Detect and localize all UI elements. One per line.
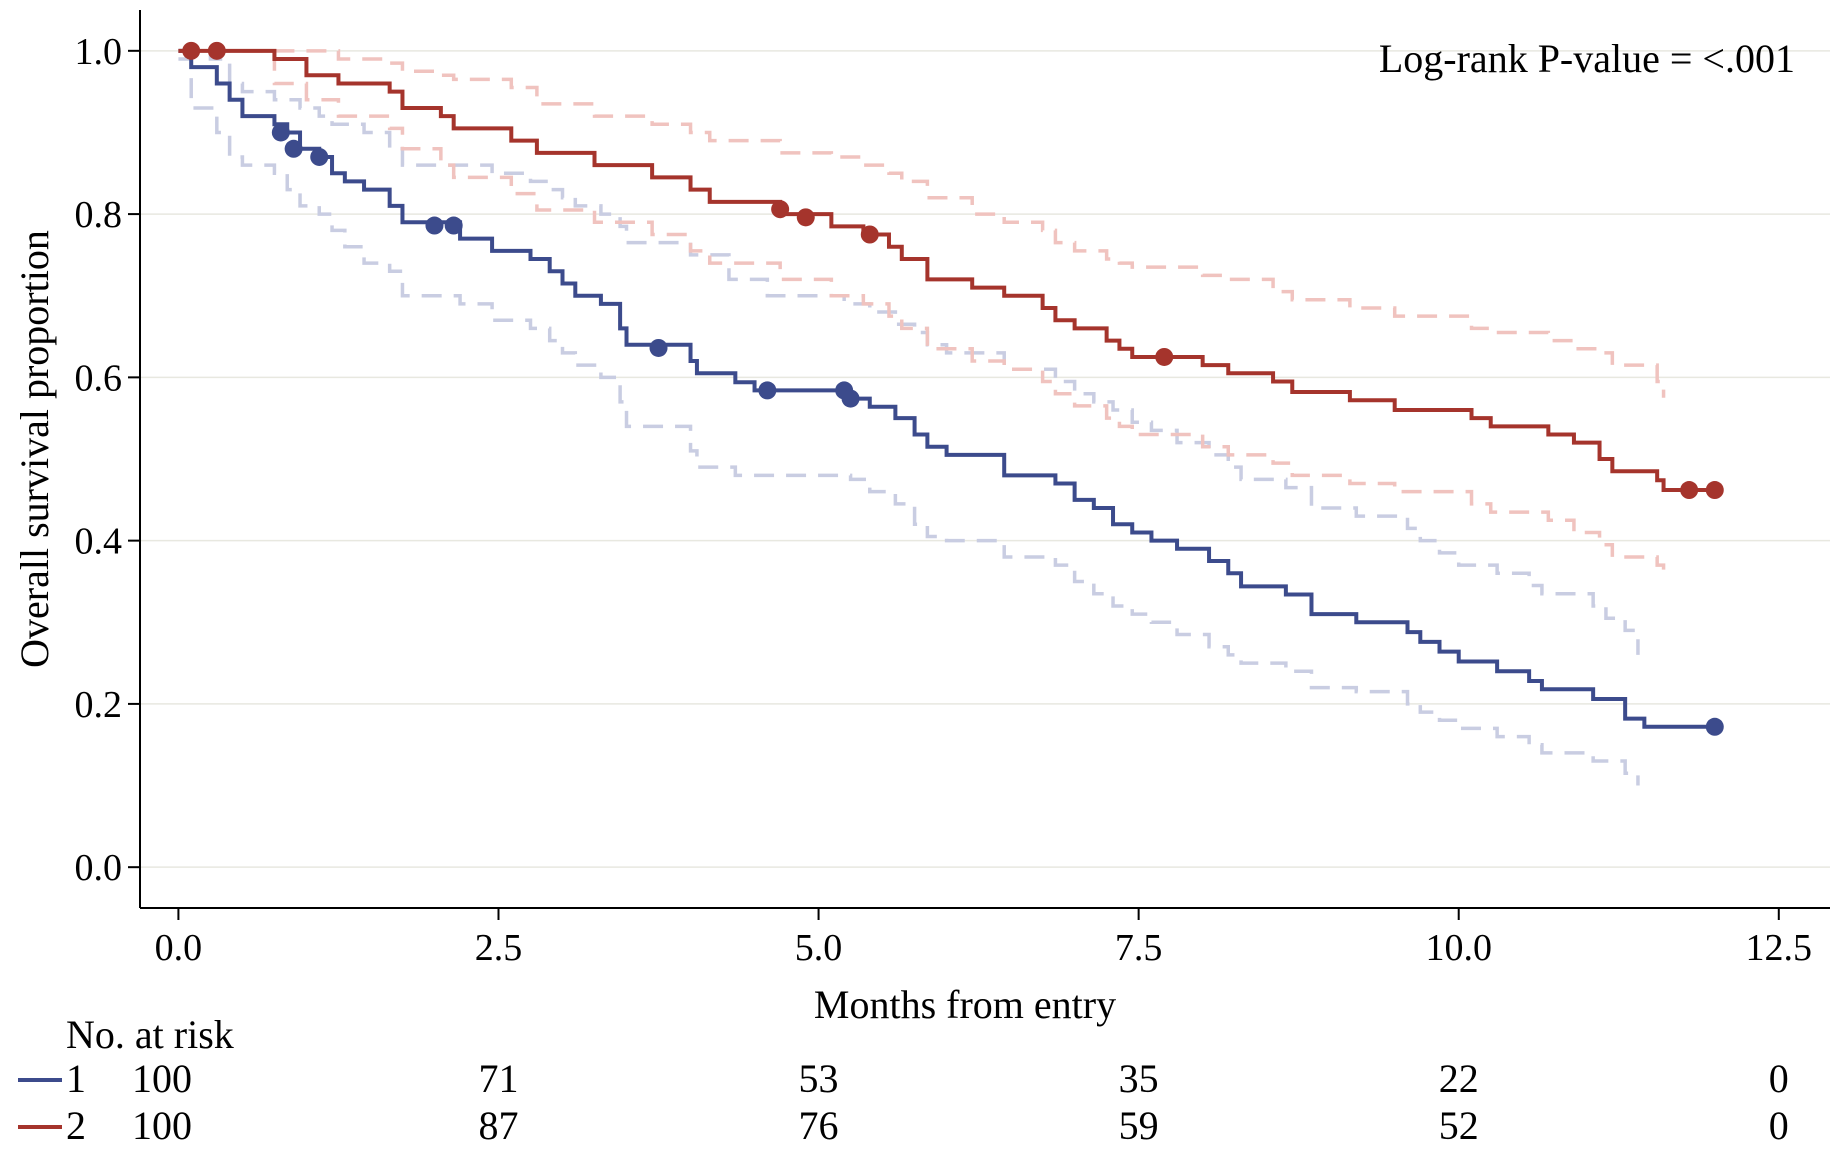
log-rank-annotation: Log-rank P-value = <.001 — [1379, 36, 1795, 81]
ci-upper-group-2 — [178, 49, 1666, 398]
censor-mark-group-1-3 — [425, 216, 444, 235]
censor-mark-group-2-1 — [207, 41, 226, 60]
risk-count-group-1-5: 0 — [1769, 1056, 1789, 1101]
censor-mark-group-2-6 — [1680, 481, 1699, 500]
censor-mark-group-1-0 — [271, 123, 290, 142]
x-tick-label-0: 0.0 — [155, 927, 203, 969]
survival-curve-group-2 — [178, 48, 1715, 493]
x-tick-label-1: 2.5 — [475, 927, 523, 969]
risk-count-group-1-4: 22 — [1439, 1056, 1479, 1101]
risk-group-label-1: 1 — [66, 1056, 86, 1101]
censor-mark-group-1-8 — [841, 389, 860, 408]
risk-count-group-2-4: 52 — [1439, 1103, 1479, 1148]
axes — [139, 10, 1830, 909]
y-tick-label-0: 0.0 — [75, 847, 123, 889]
censor-mark-group-1-6 — [758, 381, 777, 400]
risk-count-group-2-3: 59 — [1119, 1103, 1159, 1148]
risk-count-group-1-1: 71 — [478, 1056, 518, 1101]
risk-table-title: No. at risk — [66, 1012, 234, 1057]
censor-mark-group-2-3 — [796, 208, 815, 227]
risk-table: 1 100 71 53 35 22 0 2 100 87 76 59 52 0 — [18, 1056, 1789, 1148]
censor-mark-group-1-4 — [444, 216, 463, 235]
x-axis-label: Months from entry — [814, 982, 1116, 1027]
confidence-bands — [178, 49, 1666, 786]
risk-count-group-2-0: 100 — [132, 1103, 192, 1148]
risk-group-label-2: 2 — [66, 1103, 86, 1148]
censor-mark-group-2-4 — [860, 225, 879, 244]
censor-marks — [182, 41, 1724, 736]
risk-count-group-1-0: 100 — [132, 1056, 192, 1101]
risk-count-group-1-3: 35 — [1119, 1056, 1159, 1101]
risk-count-group-1-2: 53 — [799, 1056, 839, 1101]
censor-mark-group-2-7 — [1705, 481, 1724, 500]
y-tick-label-2: 0.4 — [75, 521, 123, 563]
censor-mark-group-2-0 — [182, 41, 201, 60]
y-tick-label-4: 0.8 — [75, 194, 123, 236]
y-tick-label-1: 0.2 — [75, 684, 123, 726]
y-axis-label: Overall survival proportion — [12, 230, 57, 668]
survival-curves — [178, 48, 1715, 729]
risk-count-group-2-2: 76 — [799, 1103, 839, 1148]
grid-layer — [140, 50, 1830, 868]
risk-count-group-2-1: 87 — [478, 1103, 518, 1148]
x-tick-label-3: 7.5 — [1115, 927, 1163, 969]
censor-mark-group-1-9 — [1705, 717, 1724, 736]
y-tick-label-3: 0.6 — [75, 357, 123, 399]
tick-labels: 0.0 0.2 0.4 0.6 0.8 1.0 0.0 2.5 5.0 7.5 10.0 12.5 — [75, 31, 1813, 969]
x-tick-label-5: 12.5 — [1746, 927, 1813, 969]
survival-curve-group-1 — [178, 48, 1715, 729]
censor-mark-group-2-2 — [771, 200, 790, 219]
risk-count-group-2-5: 0 — [1769, 1103, 1789, 1148]
censor-mark-group-1-1 — [284, 139, 303, 158]
ci-lower-group-1 — [178, 57, 1640, 786]
ci-upper-group-1 — [178, 49, 1640, 655]
x-tick-label-2: 5.0 — [795, 927, 843, 969]
censor-mark-group-2-5 — [1155, 347, 1174, 366]
censor-mark-group-1-5 — [649, 338, 668, 357]
ci-lower-group-2 — [178, 49, 1666, 574]
x-tick-label-4: 10.0 — [1425, 927, 1492, 969]
censor-mark-group-1-2 — [310, 147, 329, 166]
y-tick-label-5: 1.0 — [75, 31, 123, 73]
